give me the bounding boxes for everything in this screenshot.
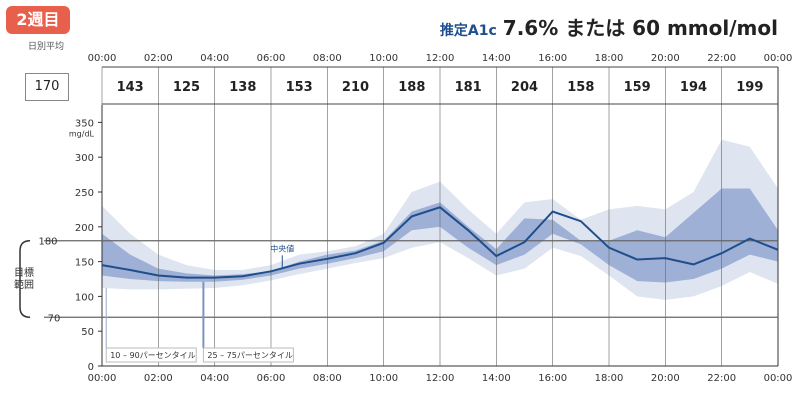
y-tick-label: 100	[75, 292, 94, 303]
x-tick-label-top: 14:00	[482, 53, 511, 64]
x-tick-label-bottom: 20:00	[651, 373, 680, 384]
x-tick-label-top: 00:00	[88, 53, 117, 64]
hourly-average-value: 188	[398, 80, 425, 95]
target-low-label: 70	[48, 313, 61, 324]
x-tick-label-top: 20:00	[651, 53, 680, 64]
hourly-average-value: 204	[511, 80, 538, 95]
x-tick-label-bottom: 00:00	[764, 373, 793, 384]
y-tick-label: 0	[88, 362, 94, 373]
legend-label-10-90: 10 – 90パーセンタイル	[110, 351, 195, 360]
hourly-average-value: 194	[680, 80, 707, 95]
target-range-label: 目標範囲	[14, 268, 34, 291]
median-line	[101, 206, 779, 279]
y-tick-label: 300	[75, 153, 94, 164]
a1c-value: 7.6% または 60 mmol/mol	[502, 16, 778, 40]
hourly-average-value: 210	[342, 80, 369, 95]
x-tick-label-top: 08:00	[313, 53, 342, 64]
hourly-average-value: 181	[455, 80, 482, 95]
daily-average-label: 日別平均	[27, 42, 64, 52]
hourly-average-value: 125	[173, 80, 200, 95]
y-tick-label: 350	[75, 118, 94, 129]
a1c-label: 推定A1c	[439, 23, 497, 39]
target-high-label: 180	[38, 237, 57, 248]
hourly-average-value: 143	[117, 80, 144, 95]
x-tick-label-bottom: 12:00	[426, 373, 455, 384]
legend-box-25-75	[202, 347, 294, 363]
hourly-average-value: 159	[624, 80, 651, 95]
hourly-average-value: 158	[567, 80, 594, 95]
y-tick-label: 150	[75, 258, 94, 269]
x-tick-label-bottom: 18:00	[595, 373, 624, 384]
x-tick-label-bottom: 22:00	[707, 373, 736, 384]
x-tick-label-top: 10:00	[369, 53, 398, 64]
hourly-average-value: 138	[229, 80, 256, 95]
hourly-average-value: 153	[286, 80, 313, 95]
x-tick-label-top: 00:00	[764, 53, 793, 64]
hourly-average-value: 199	[736, 80, 763, 95]
y-axis-unit: mg/dL	[69, 129, 95, 138]
x-tick-label-bottom: 14:00	[482, 373, 511, 384]
x-tick-label-bottom: 02:00	[144, 373, 173, 384]
x-tick-label-bottom: 06:00	[257, 373, 286, 384]
x-tick-label-bottom: 00:00	[88, 373, 117, 384]
x-tick-label-top: 06:00	[257, 53, 286, 64]
y-tick-label: 50	[81, 327, 94, 338]
x-tick-label-bottom: 04:00	[200, 373, 229, 384]
week-badge: 2週目	[6, 6, 70, 34]
legend-label-25-75: 25 – 75パーセンタイル	[207, 351, 292, 360]
x-tick-label-top: 18:00	[595, 53, 624, 64]
x-tick-label-top: 12:00	[426, 53, 455, 64]
x-tick-label-top: 16:00	[538, 53, 567, 64]
daily-average-value: 170	[25, 73, 69, 101]
x-tick-label-top: 04:00	[200, 53, 229, 64]
x-tick-label-top: 02:00	[144, 53, 173, 64]
target-bracket	[19, 239, 31, 319]
legend-box-10-90	[105, 347, 197, 363]
estimated-a1c: 推定A1c 7.6% または 60 mmol/mol	[440, 12, 778, 41]
x-tick-label-bottom: 08:00	[313, 373, 342, 384]
y-tick-label: 200	[75, 223, 94, 234]
x-tick-label-top: 22:00	[707, 53, 736, 64]
x-tick-label-bottom: 16:00	[538, 373, 567, 384]
y-tick-label: 250	[75, 188, 94, 199]
median-annotation: 中央値	[270, 243, 294, 253]
x-tick-label-bottom: 10:00	[369, 373, 398, 384]
